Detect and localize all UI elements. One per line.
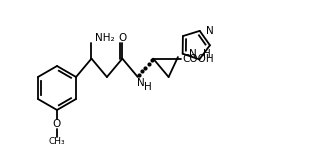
Text: NH₂: NH₂ — [95, 33, 115, 43]
Text: N: N — [206, 26, 214, 36]
Text: N: N — [137, 78, 145, 88]
Text: H: H — [203, 49, 211, 59]
Text: N: N — [188, 49, 196, 59]
Text: O: O — [53, 119, 61, 129]
Text: O: O — [118, 33, 126, 43]
Text: COOH: COOH — [182, 54, 214, 64]
Text: CH₃: CH₃ — [49, 138, 65, 146]
Text: H: H — [144, 82, 152, 92]
